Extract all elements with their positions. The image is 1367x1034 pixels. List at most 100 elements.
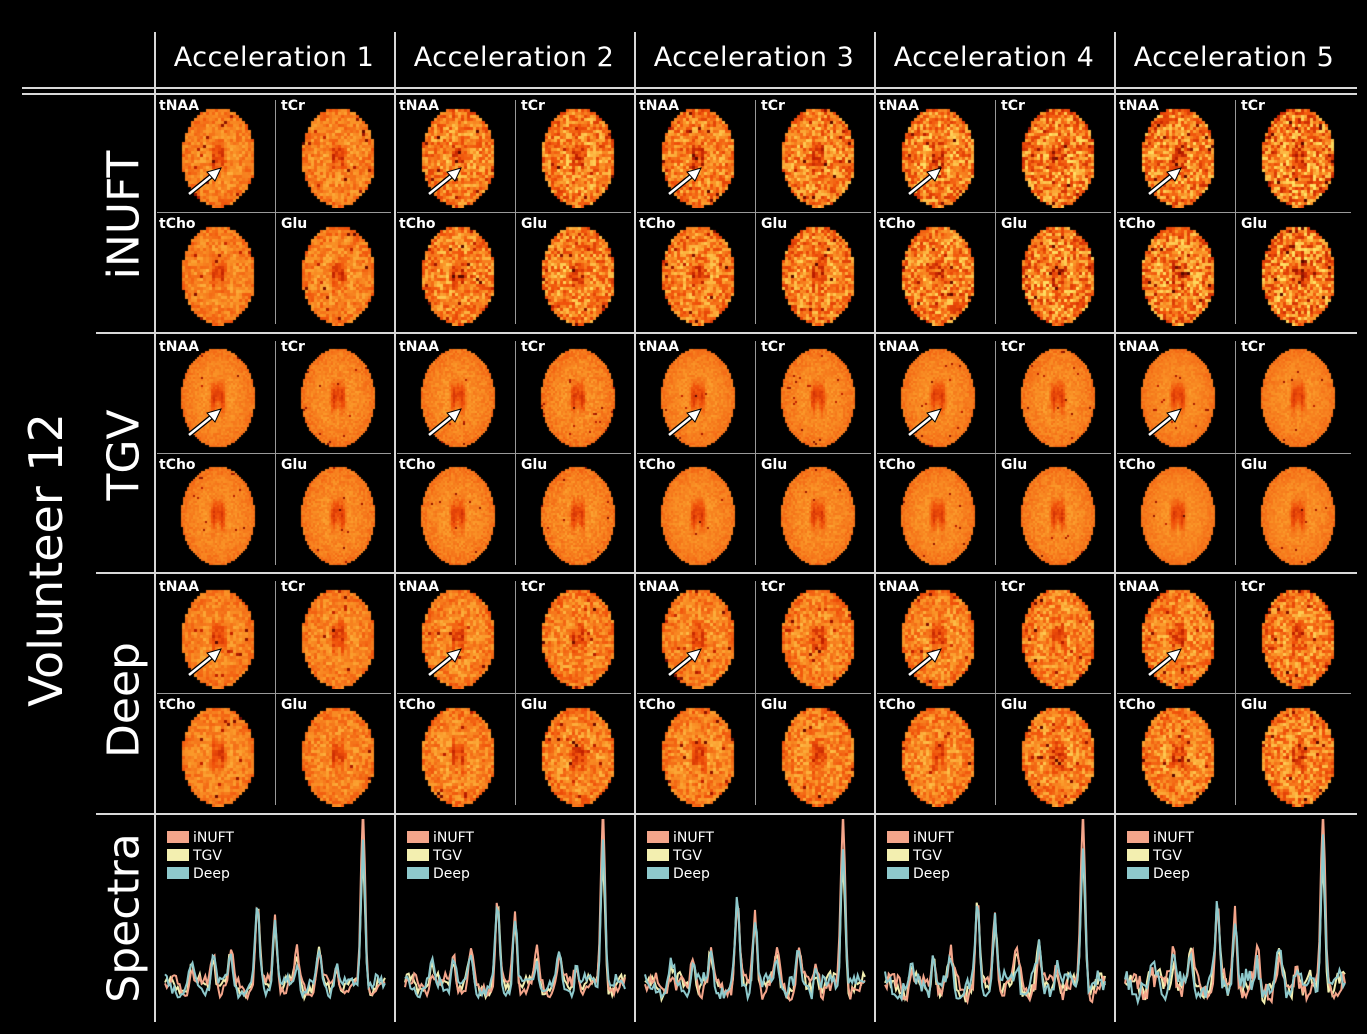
legend-label: TGV [672,848,702,864]
grid-line-vertical [154,32,156,1022]
map-cell: tNAA tCr tCho Glu [635,92,875,332]
legend-swatch [1127,831,1149,843]
legend-swatch [887,849,909,861]
row-label: TGV [98,409,150,501]
metabolite-label: tNAA [159,98,200,114]
spectrum-panel: iNUFT TGV Deep [164,819,386,1002]
legend-swatch [407,867,429,879]
brain-map [293,581,381,689]
brain-map [533,218,621,326]
row-label: Deep [98,642,150,758]
brain-map [1133,218,1221,326]
metabolite-label: tCr [281,579,305,595]
brain-map [653,581,741,689]
arrow-annotation-icon [427,648,462,677]
metabolite-label: tCr [521,339,545,355]
metabolite-label: tCr [521,98,545,114]
map-cell: tNAA tCr tCho Glu [395,333,635,573]
map-cell: tNAA tCr tCho Glu [875,573,1115,813]
quad-divider-horizontal [877,212,1111,213]
metabolite-label: tCho [879,697,916,713]
metabolite-label: tCho [639,457,676,473]
legend-label: TGV [432,848,462,864]
column-header: Acceleration 3 [653,42,855,73]
quad-divider-horizontal [157,693,391,694]
grid-line-vertical [634,32,636,1022]
spectrum-line-deep [404,839,626,1000]
legend-label: Deep [433,866,470,882]
map-cell: tNAA tCr tCho Glu [1115,573,1355,813]
legend-swatch [647,831,669,843]
quad-divider-horizontal [1117,212,1351,213]
spectrum-panel: iNUFT TGV Deep [404,819,626,1001]
legend-swatch [1127,849,1149,861]
metabolite-label: Glu [521,457,548,473]
brain-map [293,218,381,326]
metabolite-label: tCr [281,339,305,355]
arrow-annotation-icon [187,648,222,677]
brain-map [1013,459,1101,567]
legend-label: iNUFT [433,830,474,846]
arrow-annotation-icon [1147,408,1182,437]
metabolite-label: Glu [1001,216,1028,232]
metabolite-label: Glu [761,697,788,713]
spectrum-line-deep [164,839,386,1000]
legend-label: iNUFT [673,830,714,846]
quad-divider-horizontal [397,693,631,694]
legend-label: Deep [913,866,950,882]
metabolite-label: tCho [879,216,916,232]
arrow-annotation-icon [667,408,702,437]
quad-divider-horizontal [397,212,631,213]
brain-map [653,341,741,449]
map-cell: tNAA tCr tCho Glu [1115,92,1355,332]
legend-swatch [1127,867,1149,879]
brain-map [533,699,621,807]
grid-line-vertical [874,32,876,1022]
metabolite-label: tCr [761,579,785,595]
metabolite-label: tCr [281,98,305,114]
brain-map [893,459,981,567]
metabolite-label: tNAA [639,98,680,114]
metabolite-label: tCho [1119,216,1156,232]
brain-map [893,341,981,449]
metabolite-label: tCr [761,339,785,355]
metabolite-label: tCr [1241,339,1265,355]
legend-label: iNUFT [913,830,954,846]
arrow-annotation-icon [907,408,942,437]
metabolite-label: tCho [399,697,436,713]
brain-map [533,100,621,208]
arrow-annotation-icon [907,648,942,677]
metabolite-label: tCho [159,457,196,473]
arrow-annotation-icon [427,408,462,437]
metabolite-label: tNAA [1119,579,1160,595]
quad-divider-horizontal [637,212,871,213]
brain-map [653,100,741,208]
spectrum-panel: iNUFT TGV Deep [644,819,866,1004]
brain-map [1253,341,1341,449]
metabolite-label: tCr [1001,339,1025,355]
brain-map [1133,100,1221,208]
brain-map [653,218,741,326]
metabolite-label: tCr [1001,98,1025,114]
metabolite-label: tNAA [639,339,680,355]
brain-map [173,100,261,208]
metabolite-label: tNAA [879,579,920,595]
quad-divider-horizontal [1117,693,1351,694]
metabolite-label: tCho [159,697,196,713]
brain-map [1013,699,1101,807]
metabolite-label: Glu [521,216,548,232]
quad-divider-horizontal [637,453,871,454]
row-label: Spectra [98,833,150,1003]
legend-swatch [167,849,189,861]
metabolite-label: tCho [639,216,676,232]
grid-line-horizontal [96,572,1357,574]
brain-map [653,459,741,567]
metabolite-label: tNAA [399,579,440,595]
metabolite-label: tNAA [399,339,440,355]
legend-swatch [167,831,189,843]
spectrum-line-inuft [1124,819,1346,1005]
map-cell: tNAA tCr tCho Glu [635,333,875,573]
brain-map [173,218,261,326]
map-cell: tNAA tCr tCho Glu [875,92,1115,332]
spectrum-line-inuft [404,819,626,999]
